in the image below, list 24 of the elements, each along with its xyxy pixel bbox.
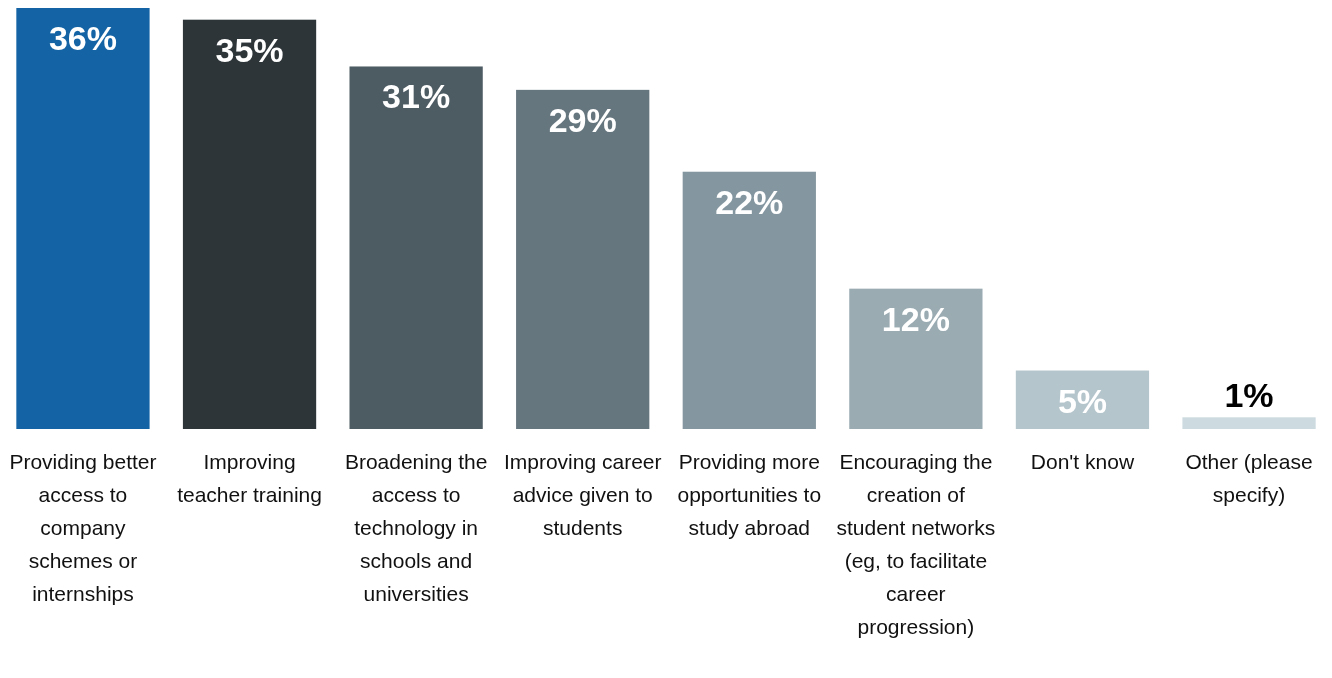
data-label: 31% <box>382 77 451 116</box>
x-tick-label: Improving career advice given to students <box>503 450 662 539</box>
bar <box>1015 370 1150 429</box>
bar <box>849 288 983 429</box>
x-tick-label: Broadening the access to technology in schools and universities <box>344 450 488 605</box>
data-label: 22% <box>715 182 784 221</box>
data-label: 36% <box>48 19 117 57</box>
bar <box>16 8 150 429</box>
data-label: 12% <box>881 299 950 338</box>
bar <box>349 66 483 429</box>
data-label: 5% <box>1057 381 1108 420</box>
bar <box>1182 417 1316 429</box>
x-tick-label: Other (please specify) <box>1185 450 1313 506</box>
x-tick-label: Providing better access to company schemes or internships <box>9 450 157 605</box>
data-label: 29% <box>548 100 617 139</box>
data-label: 35% <box>215 30 284 69</box>
x-tick-label: Don't know <box>1030 450 1135 473</box>
bar <box>516 89 650 429</box>
bar <box>182 19 317 429</box>
x-tick-label: Improving teacher training <box>177 450 322 506</box>
x-tick-label: Providing more opportunities to study abroad <box>677 450 822 539</box>
x-tick-label: Encouraging the creation of student networks (eg, to facilitate career progression) <box>836 450 996 638</box>
data-label: 1% <box>1224 376 1274 415</box>
bar <box>682 171 816 429</box>
